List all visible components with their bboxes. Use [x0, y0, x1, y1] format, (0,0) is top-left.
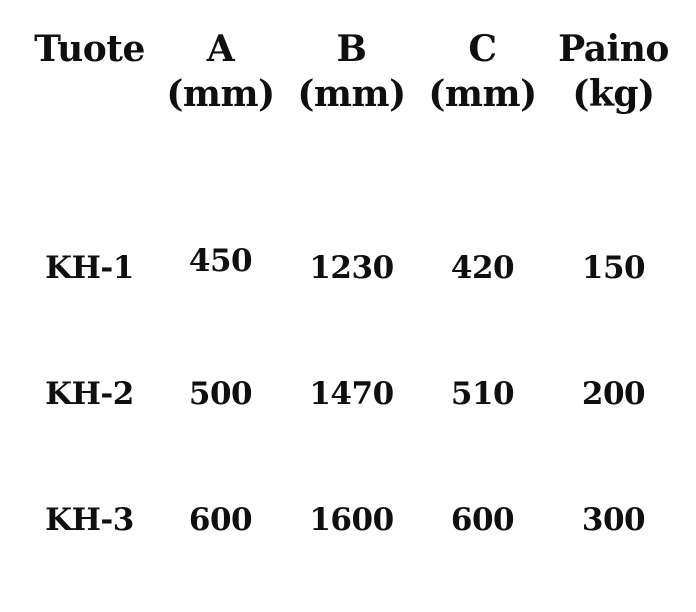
- cell-b-mm: 1230: [309, 249, 394, 286]
- column-unit: (mm): [297, 73, 406, 115]
- column-unit: (kg): [572, 73, 655, 115]
- table-header: Tuote A (mm) B (mm) C (mm) Paino (kg): [0, 0, 696, 117]
- column-header-b: B (mm): [286, 27, 417, 117]
- cell-c-mm: 420: [450, 249, 515, 286]
- column-label: Paino: [558, 28, 669, 70]
- cell-product: KH-1: [45, 249, 134, 286]
- cell-a-mm: 450: [188, 242, 253, 279]
- cell-paino-kg: 150: [581, 249, 646, 286]
- cell-a-mm: 500: [188, 375, 253, 412]
- cell-b-mm: 1470: [309, 375, 394, 412]
- column-unit: (mm): [166, 73, 275, 115]
- table-row: KH-2 500 1470 510 200: [0, 331, 696, 457]
- column-unit: (mm): [428, 73, 537, 115]
- cell-a-mm: 600: [188, 501, 253, 538]
- cell-b-mm: 1600: [309, 501, 394, 538]
- cell-product: KH-2: [45, 375, 134, 412]
- column-label: A: [206, 28, 235, 70]
- column-label: Tuote: [34, 28, 145, 70]
- cell-paino-kg: 300: [581, 501, 646, 538]
- column-label: C: [468, 28, 497, 70]
- column-header-c: C (mm): [417, 27, 548, 117]
- cell-product: KH-3: [45, 501, 134, 538]
- column-label: B: [336, 28, 367, 70]
- column-header-tuote: Tuote: [24, 27, 155, 117]
- table-row: KH-3 600 1600 600 300: [0, 457, 696, 583]
- table-row: KH-1 450 1230 420 150: [0, 205, 696, 331]
- table-body: KH-1 450 1230 420 150 KH-2 500 1470 510 …: [0, 205, 696, 583]
- cell-c-mm: 600: [450, 501, 515, 538]
- column-header-paino: Paino (kg): [548, 27, 679, 117]
- cell-c-mm: 510: [450, 375, 515, 412]
- cell-paino-kg: 200: [581, 375, 646, 412]
- column-header-a: A (mm): [155, 27, 286, 117]
